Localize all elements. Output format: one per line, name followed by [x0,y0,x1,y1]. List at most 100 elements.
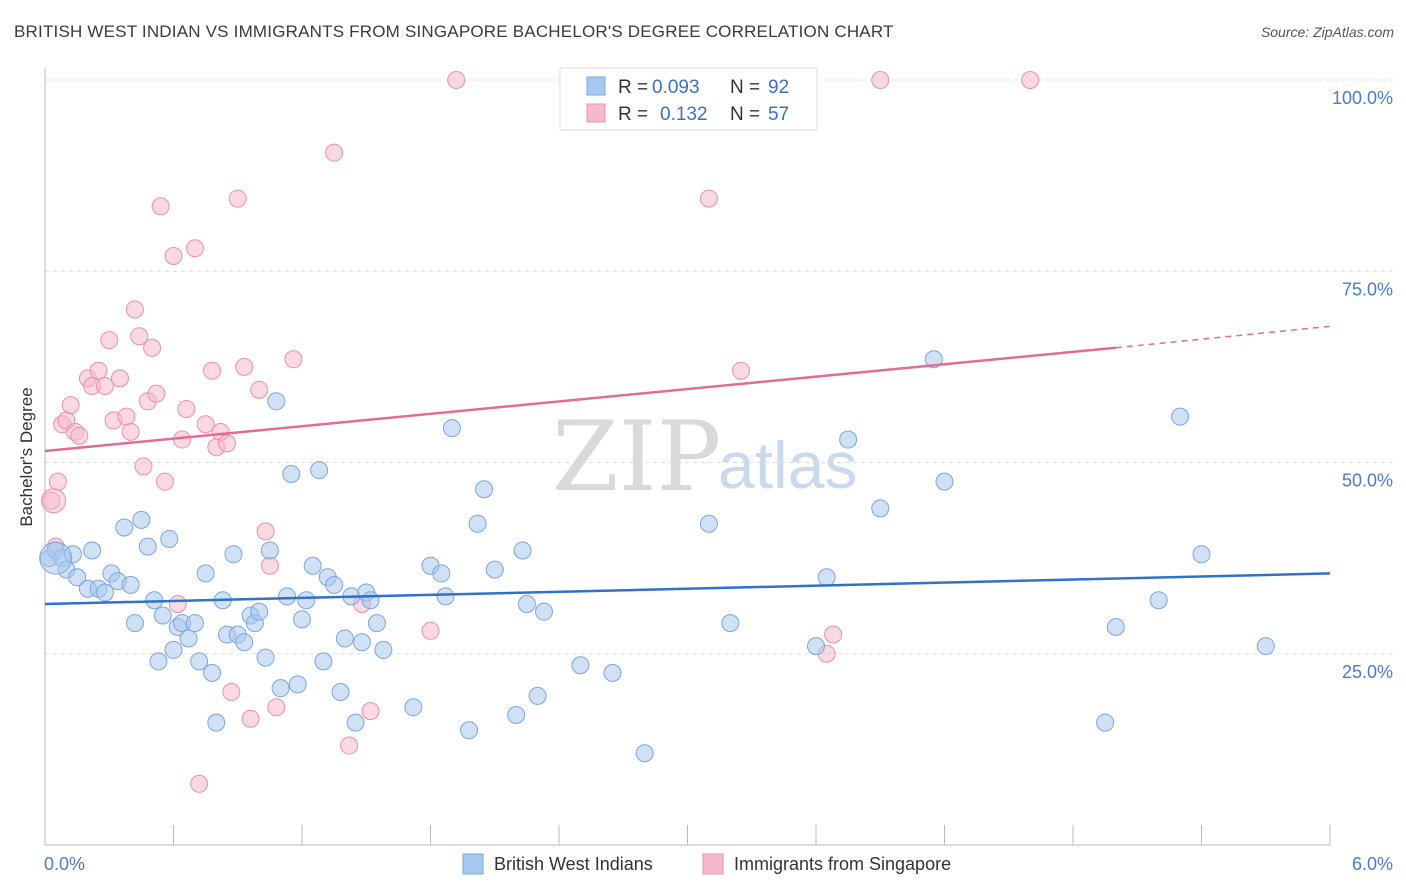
blue-point [179,629,198,648]
pink-point [190,774,209,793]
pink-point [117,407,136,426]
pink-point [185,239,204,258]
pink-point [151,197,170,216]
blue-point [95,583,114,602]
blue-point [132,510,151,529]
x-ticks [44,825,1331,845]
stats-legend-blue-n-value: 92 [768,77,789,98]
blue-point [442,419,461,438]
blue-point [196,564,215,583]
blue-point [1171,407,1190,426]
blue-point [1106,617,1125,636]
pink-point [110,369,129,388]
stats-legend-pink-n-label: N = [730,104,760,125]
blue-point [807,637,825,656]
blue-point [721,614,740,633]
pink-point [256,522,275,541]
pink-series-points [41,71,1040,793]
blue-point [436,587,455,606]
y-tick-label: 25.0% [1342,662,1393,682]
blue-point [278,587,297,606]
pink-point [143,338,162,357]
blue-point [513,541,532,560]
y-tick-label: 100.0% [1332,88,1393,108]
trend-lines [44,325,1331,606]
pink-point [421,621,440,640]
stats-legend-blue-n-label: N = [730,77,760,98]
blue-point [871,499,890,518]
blue-point [361,591,380,610]
blue-point [297,591,316,610]
blue-point [83,541,102,560]
blue-point [250,602,269,621]
blue-point [115,518,134,537]
pink-point [196,415,215,434]
blue-point [507,705,526,724]
pink-point [100,331,119,350]
blue-point [190,652,209,671]
blue-point [699,514,718,533]
chart-title: BRITISH WEST INDIAN VS IMMIGRANTS FROM S… [14,22,894,41]
pink-point [121,422,140,441]
pink-point [48,472,67,491]
blue-point [817,568,836,587]
x-tick-label-max: 6.0% [1352,854,1393,874]
blue-point [160,530,179,548]
pink-point [241,709,260,728]
blue-point [1096,713,1115,732]
legend-pink-label[interactable]: Immigrants from Singapore [734,854,951,874]
y-tick-label: 50.0% [1342,471,1393,491]
blue-point [325,575,344,594]
pink-point [260,556,279,575]
pink-point [699,189,718,208]
source-label: Source: ZipAtlas.com [1260,24,1394,40]
legend-blue-label[interactable]: British West Indians [494,854,653,874]
pink-point [871,71,890,89]
pink-point [325,143,344,162]
pink-point [168,595,187,614]
blue-point [346,713,365,732]
blue-point [468,514,487,533]
pink-point-cluster [41,488,67,514]
blue-point [528,686,547,705]
blue-point [282,464,301,483]
pink-point [824,625,843,644]
blue-point [185,614,204,633]
blue-trend-line [44,572,1331,606]
pink-point [228,189,247,208]
stats-legend-pink-r-value: 0.132 [660,104,708,125]
y-axis-label: Bachelor's Degree [17,387,36,526]
blue-point [310,461,329,480]
pink-point [61,396,80,415]
pink-point [155,472,174,491]
blue-point [267,392,286,411]
blue-point [138,537,157,556]
blue-point [68,568,87,587]
blue-point [271,679,290,698]
blue-point [367,614,386,633]
blue-point [475,480,494,499]
pink-point [235,357,254,376]
pink-point [1021,71,1040,89]
blue-point [535,602,554,621]
pink-point [267,698,286,717]
pink-point [95,377,114,395]
blue-point [288,675,307,694]
pink-point [177,399,196,418]
legend-blue-swatch[interactable] [462,853,484,875]
stats-legend-pink-n-value: 57 [768,104,789,125]
pink-point [89,361,108,380]
pink-point [361,702,380,721]
blue-point [404,698,423,717]
stats-legend: R = 0.093 N = 92 R = 0.132 N = 57 [559,67,818,131]
legend-pink-swatch[interactable] [702,853,724,875]
stats-legend-blue-r-label: R = [618,77,648,98]
y-tick-labels: 25.0% 50.0% 75.0% 100.0% [1332,88,1393,682]
blue-point [203,663,222,682]
blue-point [635,744,654,763]
pink-trend-extension [1115,325,1331,349]
blue-point [256,648,275,667]
stats-legend-blue-r-value: 0.093 [652,77,700,98]
blue-point [1192,545,1211,564]
pink-point [130,327,149,346]
